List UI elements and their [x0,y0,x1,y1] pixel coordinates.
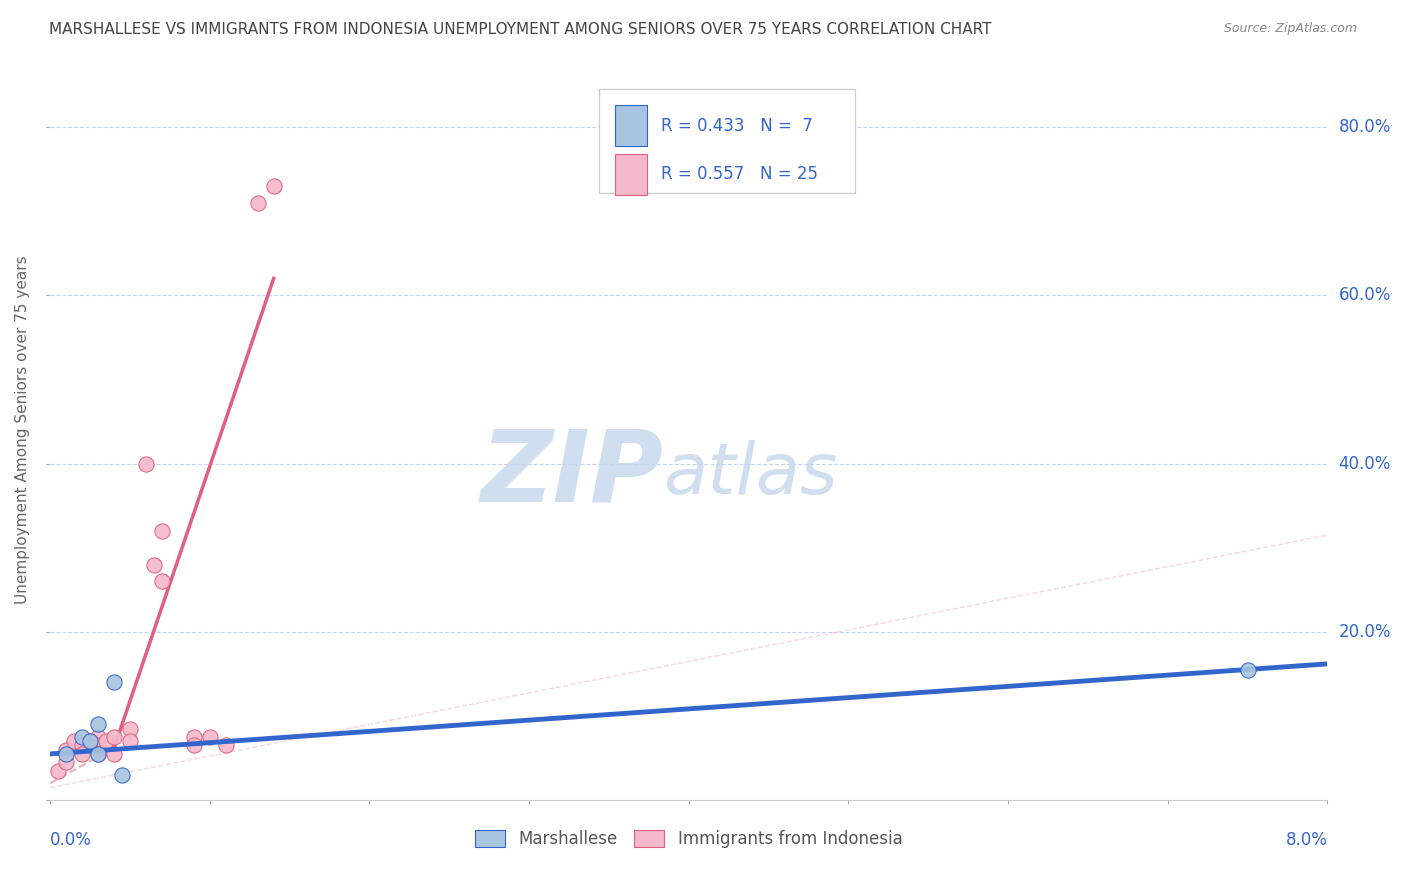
Point [70,730,93,744]
Point [150,524,173,538]
Text: 40.0%: 40.0% [1339,455,1391,473]
Point [263,178,285,193]
Text: ZIP: ZIP [481,425,664,523]
Point [55,756,77,770]
Point [1236,663,1258,677]
Point [46,764,69,778]
Point [87,717,110,731]
Legend: Marshallese, Immigrants from Indonesia: Marshallese, Immigrants from Indonesia [468,823,910,855]
Point [87,747,110,761]
Point [55,742,77,756]
Point [111,768,134,782]
Point [118,722,141,736]
Point [94,734,117,748]
Text: 0.0%: 0.0% [51,830,91,849]
Text: MARSHALLESE VS IMMIGRANTS FROM INDONESIA UNEMPLOYMENT AMONG SENIORS OVER 75 YEAR: MARSHALLESE VS IMMIGRANTS FROM INDONESIA… [49,22,991,37]
FancyBboxPatch shape [599,89,855,193]
Bar [614,105,647,146]
Text: Source: ZipAtlas.com: Source: ZipAtlas.com [1223,22,1357,36]
Point [87,730,110,744]
Point [183,739,205,753]
Point [135,457,157,471]
Text: R = 0.433   N =  7: R = 0.433 N = 7 [661,117,813,135]
Point [142,558,165,572]
Point [103,675,125,690]
Point [79,734,101,748]
Point [79,734,101,748]
Point [198,730,221,744]
Point [118,734,141,748]
Text: 8.0%: 8.0% [1285,830,1327,849]
Text: 20.0%: 20.0% [1339,623,1391,640]
Point [70,747,93,761]
Point [215,739,238,753]
Point [87,747,110,761]
Point [87,739,110,753]
Point [55,747,77,761]
Point [150,574,173,589]
Point [246,195,269,210]
Point [183,730,205,744]
Y-axis label: Unemployment Among Seniors over 75 years: Unemployment Among Seniors over 75 years [15,256,30,604]
Text: 80.0%: 80.0% [1339,118,1391,136]
Point [63,734,86,748]
Point [103,747,125,761]
Text: R = 0.557   N = 25: R = 0.557 N = 25 [661,165,818,183]
Text: atlas: atlas [664,440,838,508]
Text: 60.0%: 60.0% [1339,286,1391,304]
Point [70,739,93,753]
Bar [614,154,647,194]
Point [103,730,125,744]
